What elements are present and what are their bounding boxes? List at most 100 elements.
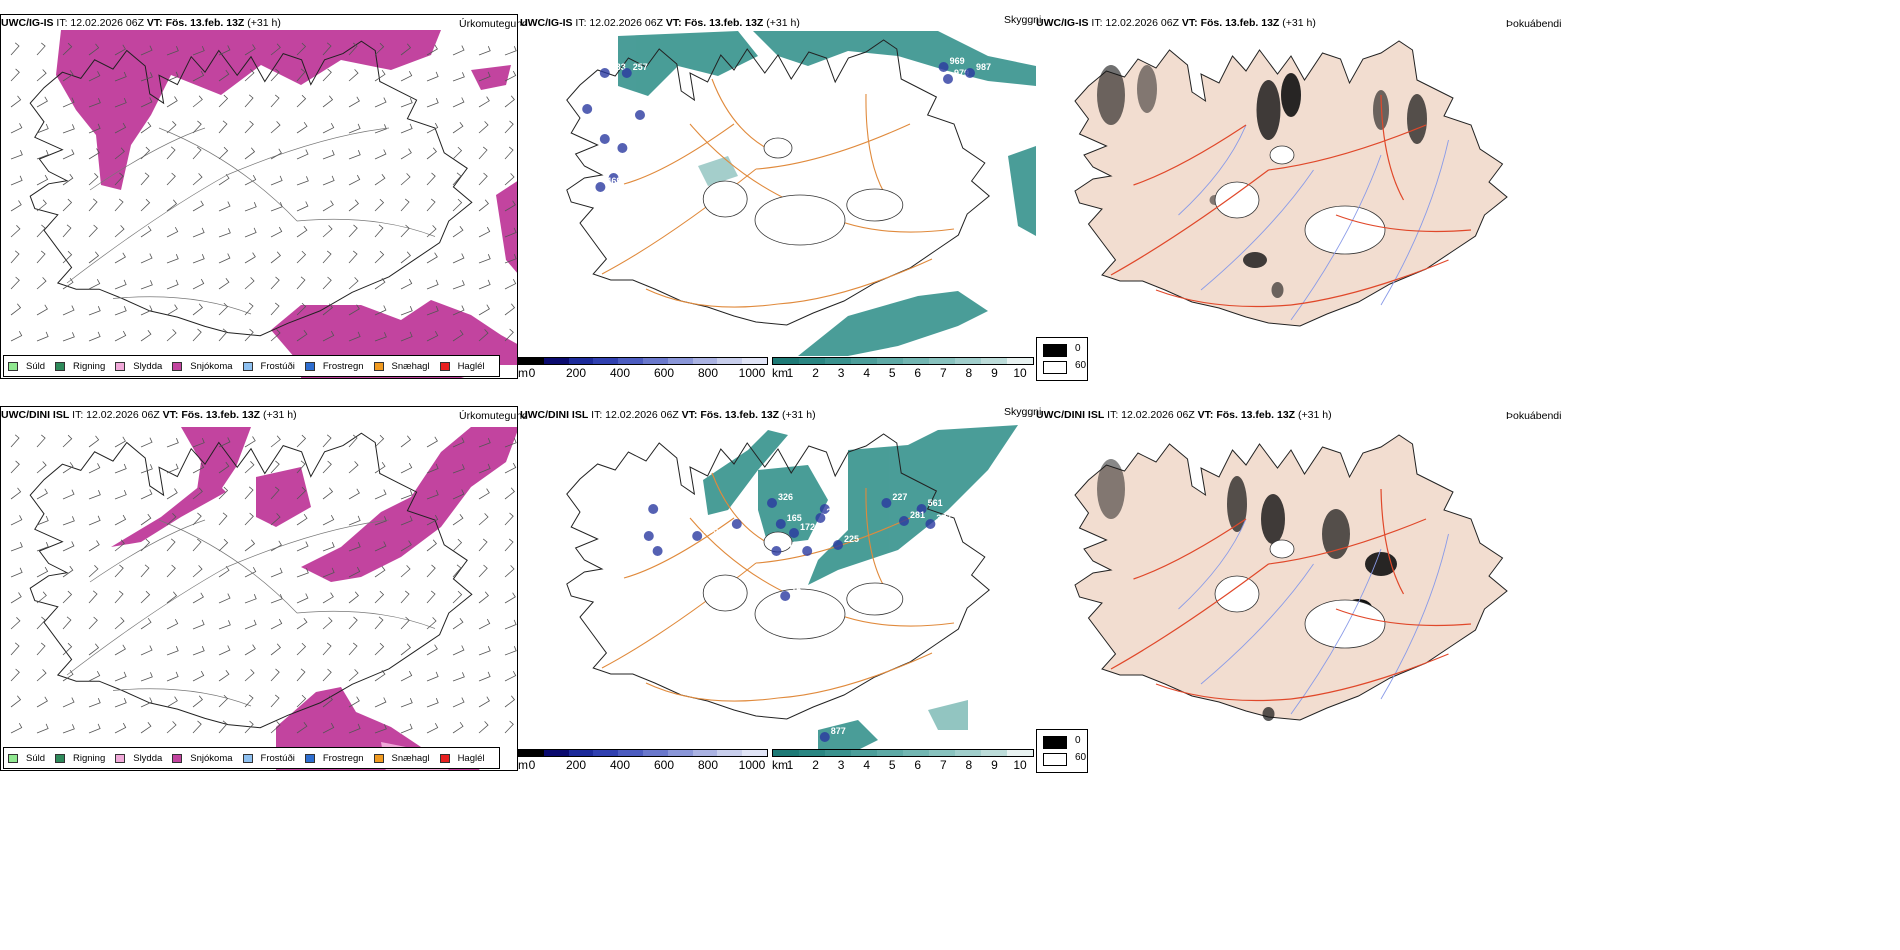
wind-barb bbox=[504, 720, 514, 734]
colorbar-tick: 7 bbox=[939, 758, 947, 772]
wind-barb bbox=[218, 461, 230, 474]
wind-barb bbox=[192, 278, 205, 290]
road bbox=[227, 127, 390, 175]
wind-barb bbox=[10, 592, 22, 604]
visibility-marker bbox=[599, 134, 610, 144]
wind-barb bbox=[10, 331, 23, 342]
wind-barb bbox=[166, 564, 176, 578]
wind-barb bbox=[400, 98, 413, 108]
wind-barb bbox=[244, 277, 255, 290]
wind-barb bbox=[10, 642, 20, 656]
wind-barb bbox=[218, 620, 231, 630]
wind-barb bbox=[426, 490, 439, 500]
wind-barb bbox=[348, 42, 358, 56]
wind-barb bbox=[10, 567, 23, 578]
wind-barb bbox=[140, 253, 153, 264]
wind-barb bbox=[192, 487, 203, 500]
wind-barb bbox=[10, 487, 22, 500]
wind-barb bbox=[36, 174, 49, 186]
visibility-value: 165 bbox=[787, 513, 802, 523]
wind-barb bbox=[140, 645, 153, 656]
wind-barb bbox=[296, 434, 307, 448]
road-network bbox=[1110, 488, 1472, 702]
panel-title: Úrkomutegund bbox=[459, 410, 528, 422]
wind-barb bbox=[114, 252, 126, 264]
wind-barb bbox=[426, 644, 438, 656]
visibility-map-bottom: 620 326 341 227 561 751 165 384 165 271 281 377 65 17… bbox=[518, 420, 1036, 750]
legend-item: Súld bbox=[8, 753, 45, 764]
legend-swatch bbox=[439, 361, 450, 371]
fog-blob bbox=[1262, 707, 1275, 721]
river bbox=[1290, 548, 1382, 715]
panel-title: Þokuábendi bbox=[1506, 410, 1562, 422]
wind-barb bbox=[140, 225, 152, 238]
wind-barb bbox=[10, 225, 21, 238]
wind-barb bbox=[348, 488, 360, 500]
wind-barb bbox=[504, 671, 517, 682]
wind-barb bbox=[192, 303, 203, 316]
visibility-value: 324 bbox=[646, 104, 661, 114]
fog-blob bbox=[1097, 459, 1125, 519]
fog-blob bbox=[1271, 282, 1284, 298]
wind-barb bbox=[374, 669, 386, 682]
visibility-marker bbox=[819, 504, 830, 514]
wind-barb bbox=[244, 202, 257, 212]
road bbox=[296, 610, 436, 629]
wind-barb bbox=[114, 698, 127, 708]
road bbox=[1268, 124, 1427, 171]
wind-barb bbox=[296, 225, 308, 238]
wind-barb bbox=[62, 462, 74, 474]
wind-barb bbox=[88, 123, 101, 134]
wind-barb bbox=[374, 277, 386, 290]
wind-barb bbox=[426, 172, 436, 186]
wind-barb bbox=[88, 148, 100, 160]
wind-barb bbox=[452, 721, 464, 734]
wind-barb bbox=[478, 199, 489, 212]
fog-key-label: 0 bbox=[1075, 735, 1081, 746]
fog-map-svg bbox=[1074, 434, 1508, 721]
wind-barb bbox=[296, 460, 306, 474]
wind-barb bbox=[114, 122, 127, 134]
legend-label: Snjókoma bbox=[190, 360, 233, 372]
wind-barb bbox=[140, 617, 152, 630]
wind-barb bbox=[140, 329, 152, 342]
road bbox=[865, 93, 889, 200]
colorbar-tick: 1000 bbox=[738, 366, 766, 380]
glaciers bbox=[702, 137, 904, 246]
wind-barb bbox=[88, 224, 98, 238]
glacier bbox=[754, 588, 846, 640]
wind-barb bbox=[400, 698, 413, 708]
wind-barb bbox=[36, 566, 49, 578]
wind-barb bbox=[322, 542, 335, 552]
legend-swatch bbox=[439, 753, 450, 763]
wind-barb bbox=[62, 541, 75, 552]
legend-item: Slydda bbox=[115, 361, 162, 372]
wind-barb bbox=[348, 542, 361, 552]
colorbar-tick: 0 bbox=[528, 366, 536, 380]
wind-barb bbox=[114, 306, 127, 316]
wind-barb bbox=[166, 721, 177, 734]
wind-barb bbox=[296, 94, 307, 108]
wind-barb bbox=[166, 304, 178, 316]
wind-barb bbox=[36, 616, 46, 630]
wind-barb bbox=[36, 250, 46, 264]
wind-barb bbox=[296, 42, 307, 56]
visibility-marker bbox=[819, 732, 830, 742]
wind-barb bbox=[244, 328, 254, 342]
wind-barb bbox=[400, 616, 410, 630]
road bbox=[1110, 563, 1269, 670]
road bbox=[66, 174, 229, 284]
wind-barb bbox=[478, 172, 488, 186]
wind-barb bbox=[244, 539, 256, 552]
wind-barb bbox=[166, 121, 177, 134]
road bbox=[1155, 683, 1292, 702]
wind-barb bbox=[322, 567, 335, 578]
wind-barb bbox=[452, 538, 463, 552]
wind-barb bbox=[400, 515, 413, 526]
wind-barb bbox=[374, 173, 386, 186]
wind-barb bbox=[140, 45, 153, 56]
wind-barb bbox=[114, 97, 127, 108]
fog-blob bbox=[1256, 80, 1281, 140]
wind-barb bbox=[140, 564, 150, 578]
colorbar-tick: 2 bbox=[812, 366, 819, 380]
